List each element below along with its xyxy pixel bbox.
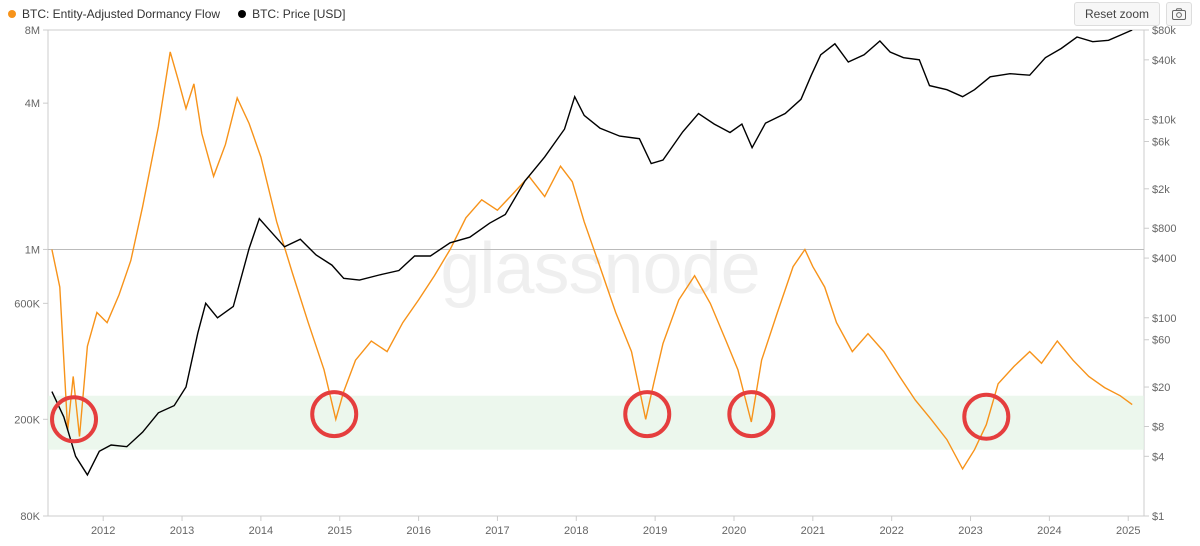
y-left-tick-label: 8M (25, 25, 40, 37)
y-right-tick-label: $2k (1152, 184, 1170, 196)
x-tick-label: 2018 (564, 525, 588, 537)
x-tick-label: 2020 (722, 525, 746, 537)
x-tick-label: 2021 (801, 525, 825, 537)
y-right-tick-label: $1 (1152, 511, 1164, 523)
y-right-tick-label: $40k (1152, 55, 1176, 67)
y-right-tick-label: $80k (1152, 25, 1176, 37)
y-left-tick-label: 200K (14, 414, 40, 426)
x-tick-label: 2022 (879, 525, 903, 537)
chart-container: BTC: Entity-Adjusted Dormancy Flow BTC: … (0, 0, 1200, 546)
y-right-tick-label: $20 (1152, 382, 1170, 394)
y-right-tick-label: $800 (1152, 223, 1176, 235)
y-left-tick-label: 1M (25, 244, 40, 256)
x-tick-label: 2019 (643, 525, 667, 537)
y-right-tick-label: $100 (1152, 313, 1176, 325)
y-right-tick-label: $400 (1152, 253, 1176, 265)
x-tick-label: 2015 (327, 525, 351, 537)
plot-area[interactable]: 2012 2013 2014 2015 2016 2017 2018 2019 2020 2021… (0, 0, 1200, 546)
x-tick-label: 2016 (406, 525, 430, 537)
x-tick-label: 2024 (1037, 525, 1061, 537)
x-tick-label: 2014 (249, 525, 273, 537)
green-band (48, 396, 1144, 450)
y-left-tick-label: 4M (25, 98, 40, 110)
y-right-tick-label: $10k (1152, 115, 1176, 127)
y-right-tick-label: $4 (1152, 451, 1164, 463)
y-right-tick-label: $8 (1152, 421, 1164, 433)
x-tick-label: 2012 (91, 525, 115, 537)
x-tick-label: 2013 (170, 525, 194, 537)
x-tick-label: 2017 (485, 525, 509, 537)
y-right-tick-label: $6k (1152, 137, 1170, 149)
y-left-tick-label: 80K (20, 511, 40, 523)
y-left-tick-label: 600K (14, 298, 40, 310)
y-right-tick-label: $60 (1152, 335, 1170, 347)
x-tick-label: 2025 (1116, 525, 1140, 537)
x-tick-label: 2023 (958, 525, 982, 537)
